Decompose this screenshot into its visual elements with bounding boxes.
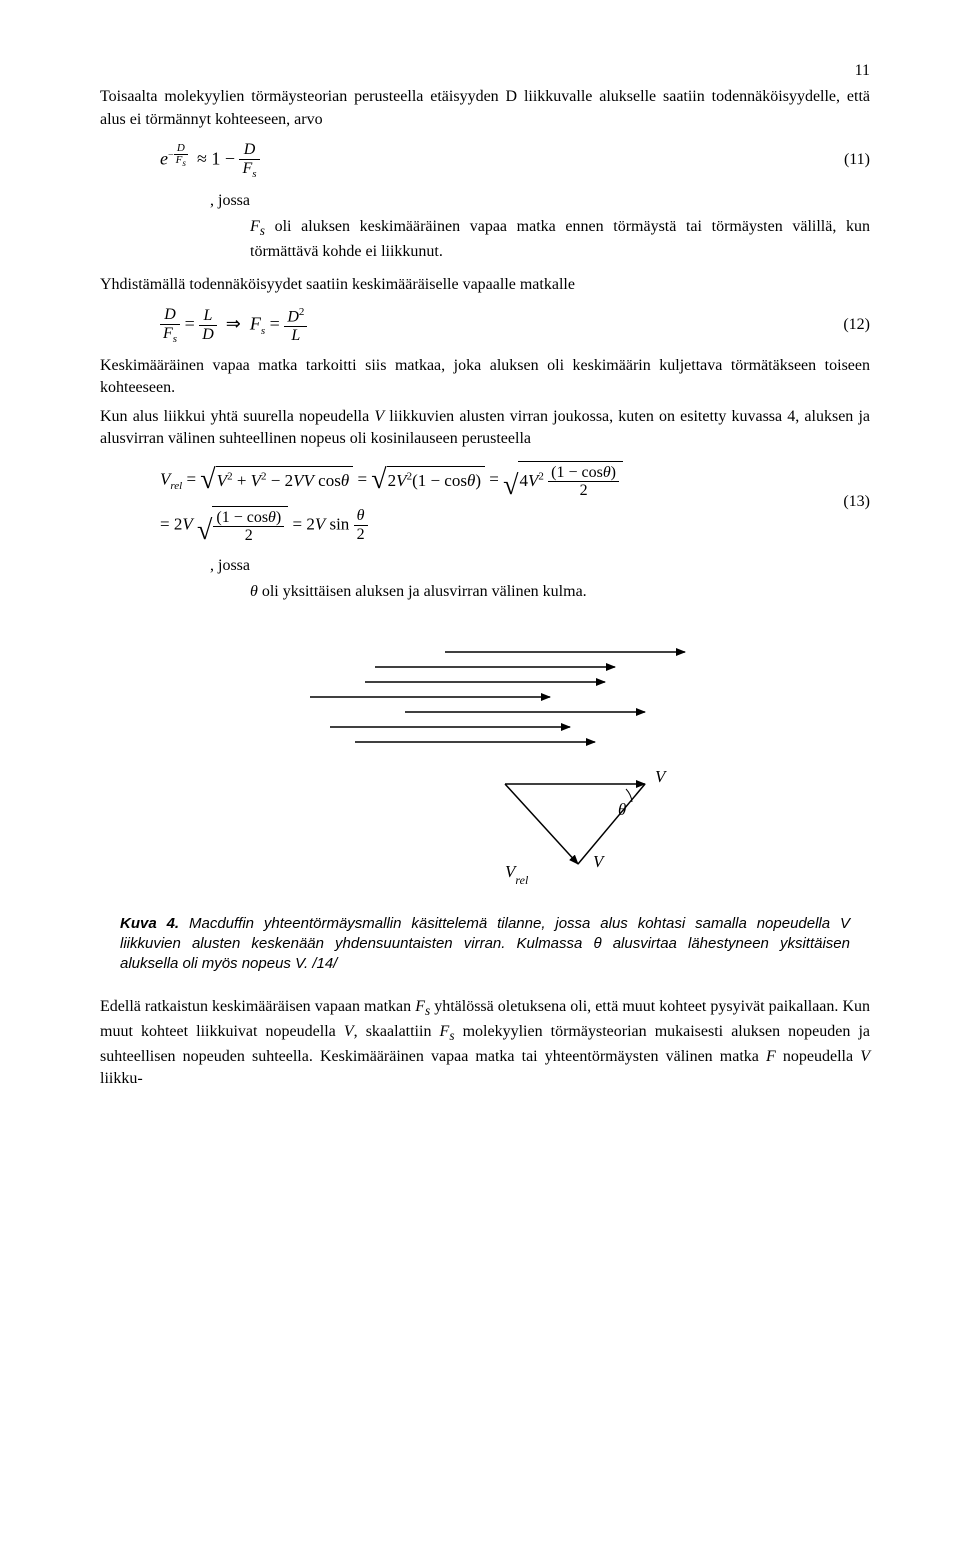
- equation-13-number: (13): [810, 491, 870, 513]
- figure-4: V θ Vrel V: [100, 634, 870, 894]
- paragraph-2: Yhdistämällä todennäköisyydet saatiin ke…: [100, 274, 870, 296]
- fig-label-theta: θ: [618, 800, 626, 819]
- equation-12-body: DFs = LD ⇒ Fs = D2L: [100, 306, 810, 345]
- paragraph-3: Keskimääräinen vapaa matka tarkoitti sii…: [100, 355, 870, 400]
- figure-4-caption: Kuva 4. Macduffin yhteentörmäysmallin kä…: [120, 914, 850, 975]
- jossa-13: , jossa: [100, 555, 870, 577]
- fig-label-vrel: Vrel: [505, 862, 529, 887]
- paragraph-5: Edellä ratkaistun keskimääräisen vapaan …: [100, 996, 870, 1090]
- page-number: 11: [100, 60, 870, 82]
- paragraph-4: Kun alus liikkui yhtä suurella nopeudell…: [100, 406, 870, 451]
- fig-label-v-top: V: [655, 767, 668, 786]
- paragraph-1: Toisaalta molekyylien törmäysteorian per…: [100, 86, 870, 131]
- equation-11: e−DFs ≈ 1 − DFs (11): [100, 141, 870, 180]
- caption-text: Macduffin yhteentörmäysmallin käsittelem…: [120, 915, 850, 973]
- fig-label-v-bot: V: [593, 852, 606, 871]
- equation-12-number: (12): [810, 314, 870, 336]
- caption-bold: Kuva 4.: [120, 915, 179, 932]
- jossa-11: , jossa: [100, 190, 870, 212]
- equation-11-number: (11): [810, 149, 870, 171]
- equation-11-body: e−DFs ≈ 1 − DFs: [100, 141, 810, 180]
- equation-13-body: Vrel = √V2 + V2 − 2VV cosθ = √2V2(1 − co…: [100, 461, 810, 545]
- jossa-13-desc: θ oli yksittäisen aluksen ja alusvirran …: [100, 581, 870, 603]
- jossa-11-desc: Fs oli aluksen keskimääräinen vapaa matk…: [100, 216, 870, 263]
- figure-4-svg: V θ Vrel V: [175, 634, 795, 894]
- equation-13: Vrel = √V2 + V2 − 2VV cosθ = √2V2(1 − co…: [100, 461, 870, 545]
- equation-12: DFs = LD ⇒ Fs = D2L (12): [100, 306, 870, 345]
